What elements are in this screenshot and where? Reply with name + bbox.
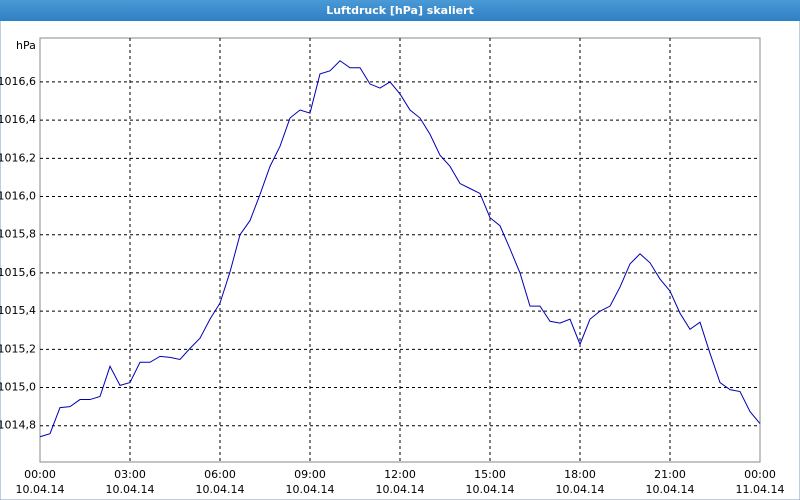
x-tick-date: 10.04.14 [196,483,245,496]
x-tick-label: 03:00 [114,468,146,481]
x-tick-label: 15:00 [474,468,506,481]
y-tick-label: 1015,0 [0,381,36,394]
y-tick-label: 1015,8 [0,228,36,241]
series-line [39,60,761,438]
x-tick-date: 11.04.14 [736,483,785,496]
y-tick-label: 1016,6 [0,75,36,88]
y-tick-label: 1016,0 [0,190,36,203]
x-tick-label: 09:00 [294,468,326,481]
x-tick-date: 10.04.14 [646,483,695,496]
x-tick-label: 12:00 [384,468,416,481]
x-tick-date: 10.04.14 [286,483,335,496]
x-tick-date: 10.04.14 [556,483,605,496]
x-tick-label: 00:00 [744,468,776,481]
chart-title: Luftdruck [hPa] skaliert [326,4,474,17]
x-tick-date: 10.04.14 [106,483,155,496]
y-tick-label: 1016,4 [0,113,36,126]
x-tick-label: 21:00 [654,468,686,481]
y-tick-label: 1015,4 [0,304,36,317]
title-bar [0,0,800,21]
x-tick-label: 00:00 [24,468,56,481]
y-tick-label: 1016,2 [0,151,36,164]
y-unit: hPa [16,39,36,52]
x-tick-label: 18:00 [564,468,596,481]
y-tick-label: 1014,8 [0,419,36,432]
y-tick-label: 1015,6 [0,266,36,279]
x-tick-label: 06:00 [204,468,236,481]
y-tick-label: 1015,2 [0,342,36,355]
x-tick-date: 10.04.14 [376,483,425,496]
x-tick-date: 10.04.14 [466,483,515,496]
x-tick-date: 10.04.14 [16,483,65,496]
